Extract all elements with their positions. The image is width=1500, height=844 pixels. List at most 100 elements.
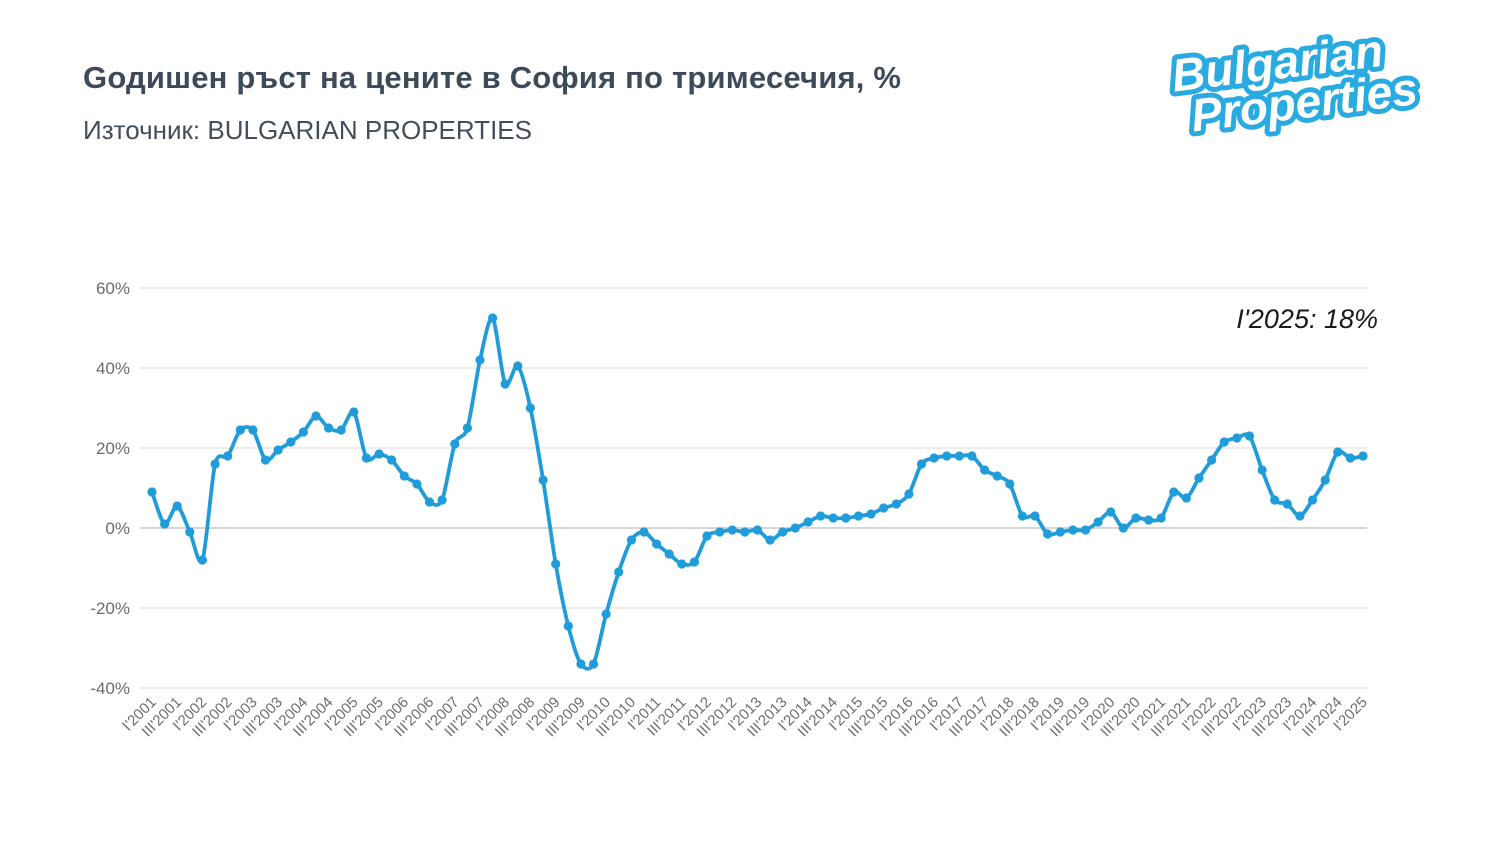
data-point — [298, 427, 308, 437]
data-point — [715, 527, 725, 537]
data-point — [879, 503, 889, 513]
data-point — [702, 531, 712, 541]
data-point — [223, 451, 233, 461]
y-tick-label: 0% — [105, 519, 130, 538]
data-point — [286, 437, 296, 447]
data-point — [689, 557, 700, 567]
y-tick-label: -40% — [90, 679, 130, 698]
data-point — [1244, 431, 1255, 441]
data-point — [1282, 499, 1292, 509]
data-point — [374, 449, 384, 459]
data-point — [866, 509, 876, 519]
data-point — [551, 559, 561, 569]
data-point — [172, 501, 182, 511]
data-point — [1043, 529, 1053, 539]
data-point — [513, 361, 523, 371]
data-point — [1068, 525, 1078, 535]
data-point — [273, 445, 283, 455]
data-point — [1194, 473, 1204, 483]
data-point — [235, 425, 245, 435]
data-point — [1005, 479, 1015, 489]
data-point — [740, 527, 750, 537]
price-line — [150, 316, 1365, 671]
data-point — [841, 513, 851, 523]
data-point — [1307, 495, 1318, 505]
data-point — [349, 407, 359, 417]
data-point — [916, 459, 927, 469]
data-point — [1055, 527, 1065, 537]
data-point — [260, 455, 271, 465]
data-point — [1169, 487, 1179, 497]
page-title: Gодишен ръст на цените в София по тримес… — [83, 60, 902, 95]
data-point — [992, 471, 1002, 481]
data-point — [324, 423, 334, 433]
data-point — [361, 453, 371, 463]
data-point — [664, 549, 674, 559]
data-point — [942, 451, 952, 461]
data-point — [626, 535, 637, 545]
data-point — [1017, 511, 1027, 521]
data-point — [904, 489, 914, 499]
bulgarian-properties-logo: Bulgarian Properties — [1164, 20, 1425, 146]
data-point — [500, 379, 510, 389]
data-point — [450, 439, 460, 449]
y-tick-label: 60% — [96, 279, 130, 298]
data-point — [1295, 511, 1305, 521]
data-point — [1207, 455, 1217, 465]
data-point — [954, 451, 964, 461]
data-point — [816, 511, 826, 521]
data-point — [727, 525, 737, 535]
data-point — [462, 423, 472, 433]
data-point — [765, 535, 775, 545]
data-point — [967, 451, 977, 461]
data-point — [576, 659, 586, 669]
data-point — [1080, 525, 1091, 535]
data-point — [1333, 447, 1343, 457]
data-point — [1030, 511, 1040, 521]
data-point — [828, 513, 838, 523]
data-point — [1181, 493, 1191, 503]
data-point — [197, 555, 208, 565]
data-point — [778, 527, 788, 537]
source-subtitle: Източник: BULGARIAN PROPERTIES — [83, 115, 532, 145]
data-point — [210, 459, 220, 469]
latest-value-annotation: I'2025: 18% — [1236, 304, 1378, 334]
data-point — [525, 403, 536, 413]
data-point — [424, 497, 435, 507]
data-point — [601, 609, 611, 619]
data-point — [1219, 437, 1229, 447]
data-point — [1345, 453, 1355, 463]
data-point — [160, 519, 170, 529]
data-point — [538, 475, 548, 485]
data-point — [803, 517, 813, 527]
y-tick-label: 20% — [96, 439, 130, 458]
data-point — [1144, 515, 1154, 525]
data-point — [248, 425, 258, 435]
data-point — [387, 455, 397, 465]
data-point — [677, 559, 687, 569]
data-point — [1358, 451, 1368, 461]
data-point — [1232, 433, 1242, 443]
y-tick-label: 40% — [96, 359, 130, 378]
data-point — [652, 539, 662, 549]
data-point — [1156, 513, 1166, 523]
data-point — [399, 471, 409, 481]
data-point — [311, 411, 321, 421]
data-point — [1131, 513, 1141, 523]
data-point — [147, 487, 157, 497]
data-point — [475, 355, 485, 365]
data-point — [980, 465, 990, 475]
data-point — [790, 523, 800, 533]
data-point — [1257, 465, 1267, 475]
data-point — [588, 659, 599, 669]
data-point — [752, 525, 763, 535]
y-tick-label: -20% — [90, 599, 130, 618]
data-point — [488, 313, 498, 323]
data-point — [853, 511, 864, 521]
data-point — [1270, 495, 1280, 505]
data-point — [185, 527, 195, 537]
data-point — [336, 425, 346, 435]
data-point — [1118, 523, 1128, 533]
